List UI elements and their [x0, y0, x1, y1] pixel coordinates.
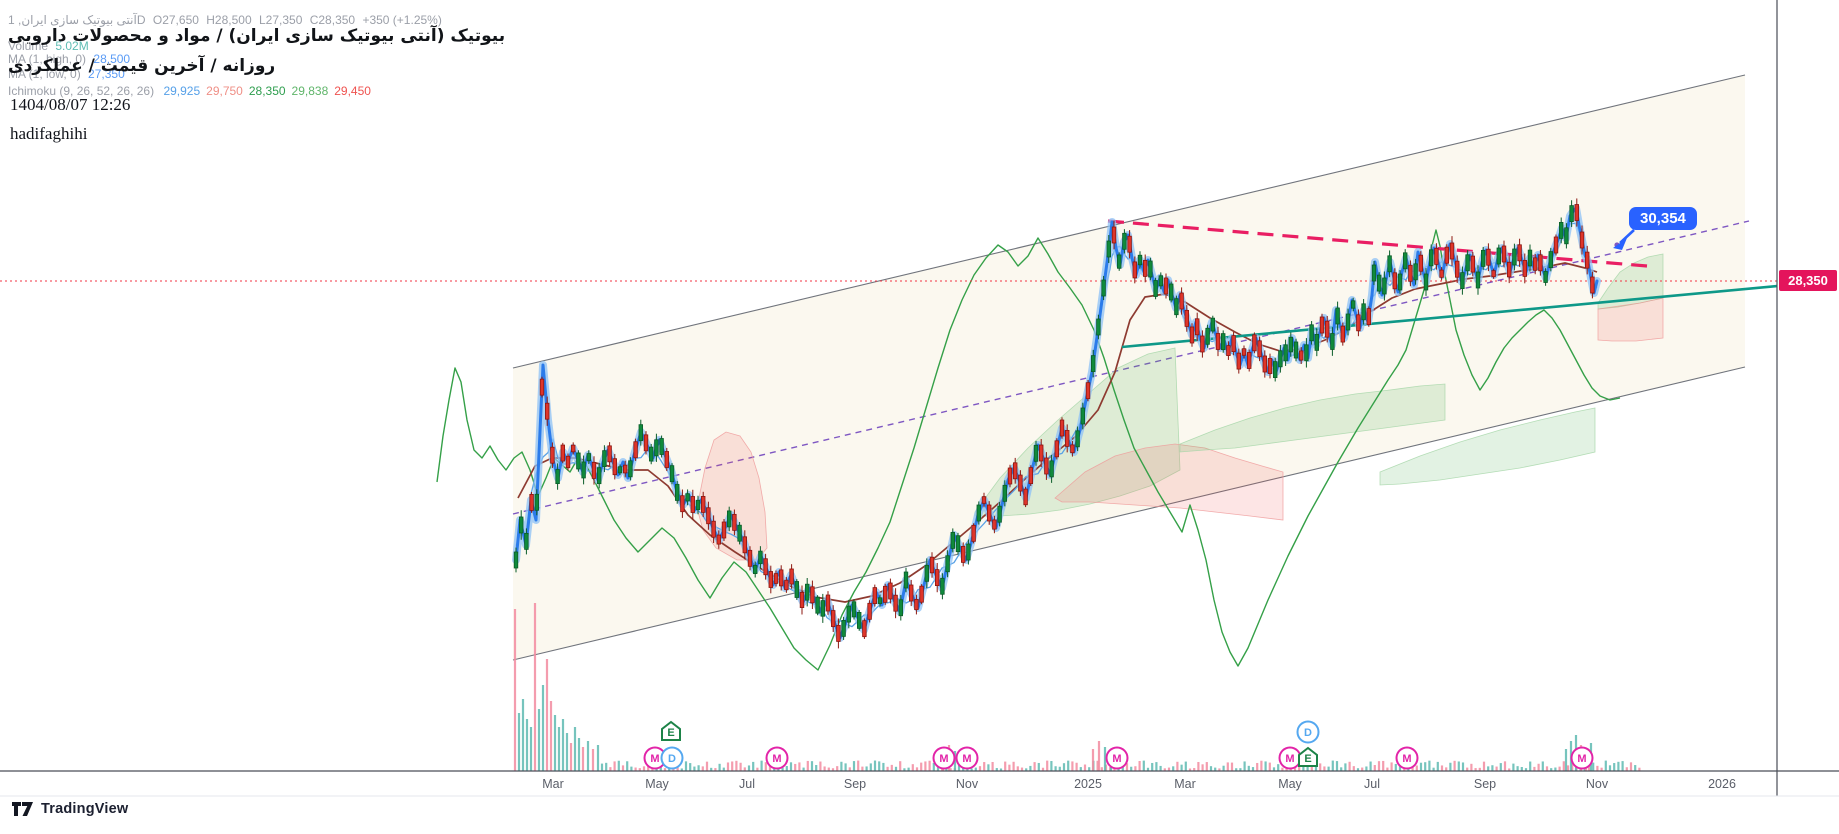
ichimoku-value: 29,750 — [206, 84, 243, 98]
ma-low-value: 27,350 — [88, 67, 125, 81]
event-marker-m[interactable]: M — [765, 746, 789, 770]
tradingview-brand[interactable]: TradingView — [12, 801, 128, 817]
ma-low-label: MA (1, low, 0) — [8, 67, 81, 81]
tradingview-brand-text: TradingView — [41, 801, 129, 817]
event-marker-m[interactable]: M — [1570, 746, 1594, 770]
ichimoku-label: Ichimoku (9, 26, 52, 26, 26) — [8, 84, 155, 98]
symbol-name[interactable]: آنتی بیوتیک سازی ایران, 1 — [8, 13, 137, 27]
ichimoku-value: 29,925 — [163, 84, 201, 98]
tradingview-logo-icon — [12, 801, 33, 816]
time-tick-label: Sep — [1473, 777, 1497, 791]
volume-legend-row[interactable]: Volume 5.02M — [8, 39, 89, 53]
annotation-title-line2[interactable]: روزانه / آخرین قیمت / عملکردی — [8, 56, 276, 76]
svg-text:M: M — [1577, 753, 1586, 765]
event-marker-d[interactable]: D — [1296, 720, 1320, 744]
ichimoku-cloud-green — [1379, 407, 1596, 486]
open-value: O27,650 — [152, 13, 199, 27]
trend-channel-fill — [513, 75, 1745, 660]
annotation-username[interactable]: hadifaghihi — [10, 124, 88, 143]
callout-arrowhead-icon — [1613, 238, 1627, 250]
last-price-value: 28,350 — [1788, 273, 1828, 288]
price-callout[interactable]: 30,354 — [1629, 207, 1697, 230]
ma-high-label: MA (1, high, 0) — [8, 52, 87, 66]
time-tick-label: 2025 — [1074, 777, 1102, 791]
ichimoku-value: 28,350 — [248, 84, 286, 98]
time-tick-label: Mar — [542, 777, 564, 791]
time-tick-label: Jul — [1364, 777, 1380, 791]
resistance-trendline — [1107, 219, 1648, 268]
close-value: C28,350 — [309, 13, 356, 27]
svg-text:E: E — [667, 727, 674, 739]
svg-text:M: M — [772, 753, 781, 765]
time-tick-label: 2026 — [1708, 777, 1736, 791]
volume-label: Volume — [8, 39, 49, 53]
last-price-label: 28,350 — [1779, 270, 1837, 291]
channel-upper-line — [512, 74, 1746, 369]
event-marker-d[interactable]: D — [660, 746, 684, 770]
ichimoku-value: 29,838 — [291, 84, 329, 98]
time-tick-label: May — [1278, 777, 1302, 791]
symbol-ohlc-row[interactable]: آنتی بیوتیک سازی ایران, 1D O27,650 H28,5… — [8, 13, 442, 27]
svg-text:M: M — [1112, 753, 1121, 765]
volume-value: 5.02M — [55, 39, 89, 53]
annotation-date[interactable]: 1404/08/07 12:26 — [10, 95, 131, 114]
svg-text:D: D — [1304, 727, 1312, 739]
time-tick-label: Jul — [739, 777, 755, 791]
svg-text:M: M — [939, 753, 948, 765]
ichimoku-value: 29,450 — [334, 84, 371, 98]
high-value: H28,500 — [206, 13, 252, 27]
ichimoku-cloud-green — [1179, 383, 1446, 453]
event-marker-e[interactable]: E — [1298, 746, 1318, 767]
event-marker-m[interactable]: M — [955, 746, 979, 770]
event-marker-m[interactable]: M — [1105, 746, 1129, 770]
chart-pane[interactable]: M DEM M M M M EDM M — [0, 74, 1789, 771]
time-tick-label: Sep — [843, 777, 867, 791]
ichimoku-cloud-pink — [1054, 443, 1284, 521]
ichimoku-base-line — [517, 262, 1598, 603]
ma-low-legend-row[interactable]: MA (1, low, 0) 27,350 — [8, 67, 125, 81]
ichimoku-values: 29,925 29,750 28,350 29,838 29,450 — [157, 84, 371, 98]
time-tick-label: Nov — [955, 777, 979, 791]
channel-lower-line — [512, 366, 1746, 661]
price-callout-value: 30,354 — [1640, 210, 1686, 227]
candles — [513, 198, 1595, 649]
event-marker-m[interactable]: M — [932, 746, 956, 770]
event-marker-m[interactable]: M — [1278, 746, 1302, 770]
svg-text:M: M — [1285, 753, 1294, 765]
ichimoku-cloud-pink — [1597, 297, 1664, 342]
svg-text:M: M — [650, 753, 659, 765]
price-axis[interactable]: 48,00044,00040,00036,00034,00032,00030,0… — [1777, 0, 1839, 771]
annotation-title-line1[interactable]: بیوتیک (آنتی بیوتیک سازی ایران) / مواد و… — [8, 26, 506, 46]
event-marker-m[interactable]: M — [1395, 746, 1419, 770]
svg-text:E: E — [1304, 753, 1311, 765]
interval-label[interactable]: D — [136, 13, 146, 27]
time-axis[interactable]: Mar May Jul Sep Nov 2025 Mar May Jul Sep Nov 2026 — [0, 771, 1839, 796]
svg-text:M: M — [1402, 753, 1411, 765]
time-tick-label: May — [645, 777, 669, 791]
event-marker-e[interactable]: E — [661, 720, 681, 741]
time-tick-label: Mar — [1174, 777, 1196, 791]
ma-high-value: 28,500 — [93, 52, 131, 66]
ma-high-legend-row[interactable]: MA (1, high, 0) 28,500 — [8, 52, 130, 66]
low-value: L27,350 — [258, 13, 303, 27]
svg-text:D: D — [668, 753, 676, 765]
time-tick-label: Nov — [1585, 777, 1609, 791]
change-value: +350 (+1.25%) — [362, 13, 442, 27]
svg-text:M: M — [962, 753, 971, 765]
ichimoku-legend-row[interactable]: Ichimoku (9, 26, 52, 26, 26) 29,925 29,75… — [8, 84, 371, 98]
